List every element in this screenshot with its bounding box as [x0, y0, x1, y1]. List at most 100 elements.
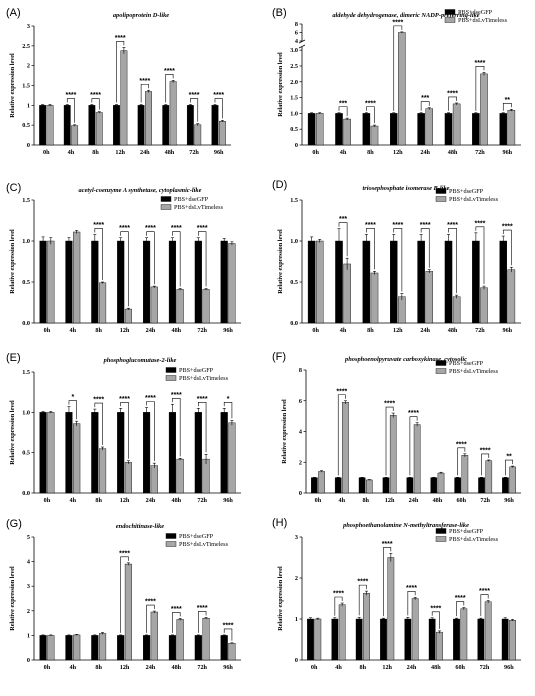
panel-h-bar-control-48h	[428, 618, 436, 661]
panel-g: (G) endochitinase-like 0 1 2 3 4 5 Relative expr…	[6, 518, 241, 671]
panel-f-bar-control-60h	[454, 477, 461, 494]
panel-e-sig-bracket	[198, 402, 207, 453]
panel-f-bar-treatment-60h	[461, 455, 469, 494]
panel-h-bar-treatment-0h	[314, 618, 322, 661]
panel-c-bar-treatment-72h	[202, 289, 210, 324]
panel-h-sig-bracket	[407, 590, 416, 616]
panel-g-xtick-label: 48h	[171, 664, 181, 671]
panel-b-axis-break-mark	[298, 44, 306, 49]
panel-d-sig-label: ****	[392, 222, 403, 229]
panel-c-xtick-label: 8h	[95, 327, 102, 334]
panel-b-sig-bracket	[502, 102, 512, 111]
panel-d-legend-label: PBS+dsLvTimeless	[449, 196, 499, 203]
panel-b-bar-treatment-4h	[343, 118, 351, 146]
panel-g-bar-control-72h	[194, 635, 202, 661]
panel-d-bar-treatment-24h	[425, 271, 434, 324]
panel-a-bar-treatment-72h	[194, 124, 202, 146]
panel-e-legend-label: PBS+dseGFP	[179, 367, 214, 374]
panel-d-bar-control-0h	[307, 240, 316, 324]
panel-a-title: apolipoprotein D-like	[113, 12, 169, 19]
panel-b-sig-label: ***	[339, 100, 347, 107]
panel-d-bar-treatment-4h	[343, 263, 351, 324]
panel-b-bar-treatment-96h	[507, 110, 516, 146]
panel-h-legend-label: PBS+dsLvTimeless	[449, 536, 499, 543]
panel-d-legend-swatch	[435, 196, 447, 202]
panel-b-sig-bracket	[448, 96, 457, 111]
panel-f-bar-control-0h	[311, 477, 318, 494]
panel-d-xtick-label: 0h	[312, 327, 319, 334]
panel-h-bar-control-8h	[355, 618, 363, 661]
panel-d-bar-treatment-12h	[398, 296, 406, 324]
panel-g-legend-swatch	[165, 533, 177, 539]
panel-f-sig-bracket	[505, 459, 513, 476]
panel-c-bar-treatment-0h	[47, 240, 55, 324]
panel-b-ytick-label: 1.0	[290, 110, 298, 117]
panel-e-bar-treatment-48h	[176, 458, 184, 494]
panel-g-bar-control-48h	[168, 635, 177, 661]
panel-b-xtick-label: 72h	[475, 149, 485, 156]
panel-h-bar-treatment-4h	[338, 604, 346, 661]
panel-b-bar-control-96h	[499, 113, 508, 146]
panel-a-sig-label: ****	[115, 35, 126, 42]
panel-e-bar-treatment-4h	[73, 423, 81, 494]
panel-g-ytick-label: 3	[27, 583, 30, 590]
panel-d-ylabel: Relative expression level	[277, 229, 284, 294]
panel-f-ytick-label: 6	[299, 398, 302, 405]
panel-b-xtick-label: 8h	[367, 149, 374, 156]
panel-h-bar-treatment-96h	[509, 620, 516, 661]
panel-d-sig-bracket	[393, 228, 403, 292]
panel-c-sig-bracket	[94, 228, 103, 280]
panel-g-bar-treatment-24h	[150, 611, 158, 661]
panel-c-bar-treatment-96h	[228, 243, 236, 324]
panel-c-xtick-label: 24h	[146, 327, 156, 334]
panel-h-sig-bracket	[480, 594, 489, 617]
panel-f-ytick-label: 0	[299, 490, 302, 497]
panel-h-sig-bracket	[431, 611, 440, 629]
panel-a-ytick-label: 1	[27, 102, 30, 109]
panel-h-xtick-label: 8h	[360, 664, 367, 671]
panel-e-bar-control-12h	[117, 412, 125, 494]
panel-g-legend-label: PBS+dsLvTimeless	[179, 541, 229, 548]
panel-a-bar-control-96h	[211, 105, 219, 146]
panel-h-sig-bracket	[456, 601, 465, 617]
panel-f-xtick-label: 24h	[409, 497, 419, 504]
panel-b-sig-label: **	[505, 97, 511, 104]
panel-c-legend-swatch	[160, 196, 172, 202]
panel-g-legend-swatch	[165, 541, 177, 547]
panel-h-bar-control-96h	[501, 618, 509, 661]
panel-e-bar-treatment-72h	[202, 458, 210, 494]
panel-e-xtick-label: 12h	[120, 497, 130, 504]
panel-d-sig-label: ****	[447, 222, 458, 229]
panel-b-sig-bracket	[393, 25, 403, 111]
panel-b-xtick-label: 24h	[420, 149, 430, 156]
panel-f-ytick-label: 2	[299, 459, 302, 466]
panel-a-sig-label: ****	[164, 68, 175, 75]
panel-f-bar-treatment-4h	[342, 402, 349, 494]
panel-e-xtick-label: 24h	[146, 497, 156, 504]
panel-b-ytick-label: 2.5	[290, 63, 298, 70]
panel-h-bar-control-60h	[453, 618, 460, 661]
panel-a-xtick-label: 72h	[189, 149, 199, 156]
panel-a-ytick-label: 3	[27, 23, 30, 30]
panel-a-sig-bracket	[116, 41, 125, 103]
panel-g-ytick-label: 5	[27, 534, 30, 541]
panel-g-xtick-label: 72h	[197, 664, 207, 671]
panel-g-xtick-label: 4h	[70, 664, 77, 671]
panel-f-sig-bracket	[457, 447, 466, 476]
panel-f-xtick-label: 4h	[339, 497, 346, 504]
panel-h-xtick-label: 48h	[431, 664, 441, 671]
panel-f-sig-bracket	[409, 416, 418, 476]
panel-h-xtick-label: 60h	[455, 664, 465, 671]
panel-b: (B) aldehyde dehydrogenase, dimeric NADP-…	[272, 7, 521, 156]
panel-c: (C) acetyl-coenzyme A synthetase, cytopla…	[6, 182, 241, 334]
panel-e-bar-control-4h	[65, 412, 73, 494]
panel-a-xtick-label: 12h	[115, 149, 125, 156]
panel-d-bar-treatment-8h	[370, 272, 379, 324]
panel-h-bar-treatment-48h	[436, 631, 443, 661]
panel-g-bar-treatment-48h	[176, 619, 184, 661]
panel-h-ytick-label: 3	[295, 534, 298, 541]
panel-e-bar-control-0h	[39, 412, 47, 494]
panel-e-bar-treatment-96h	[228, 422, 236, 494]
panel-b-xtick-label: 96h	[502, 149, 512, 156]
panel-b-title: aldehyde dehydrogenase, dimeric NADP-pre…	[332, 12, 479, 19]
